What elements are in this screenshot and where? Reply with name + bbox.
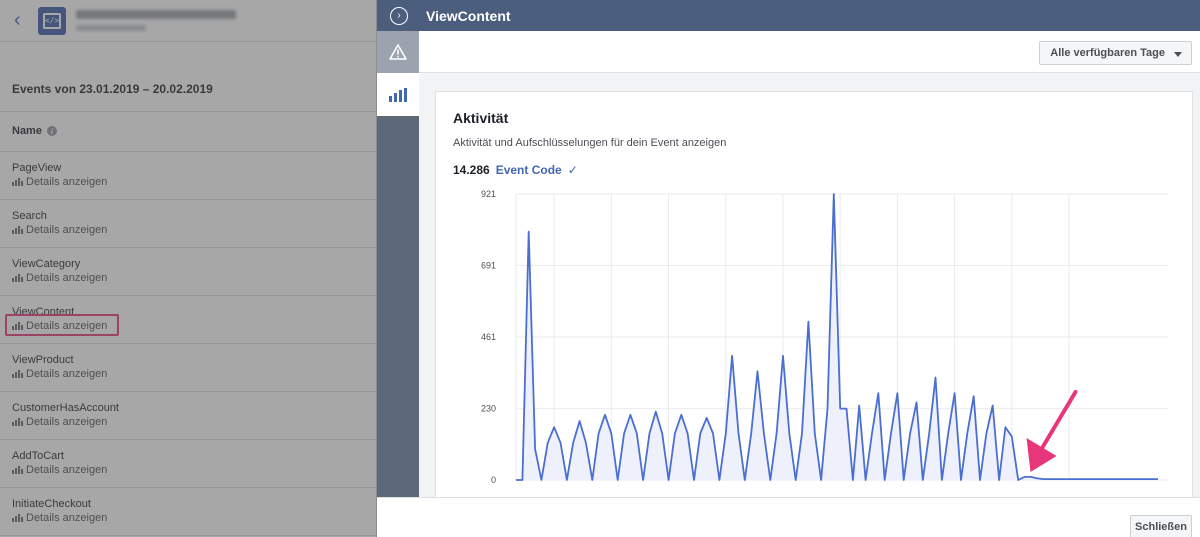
- event-name: InitiateCheckout: [12, 498, 91, 510]
- rail-warning-tab[interactable]: [377, 31, 419, 73]
- event-count: 14.286: [453, 163, 490, 177]
- back-chevron-icon[interactable]: ‹: [14, 9, 21, 31]
- detail-header: › ViewContent: [377, 0, 1200, 31]
- activity-chart-svg: 0230461691921Jan 23Jan 25Jan 28Jan 31Feb…: [481, 189, 1168, 506]
- mini-bar-chart-icon: [12, 418, 23, 426]
- mini-bar-chart-icon: [12, 178, 23, 186]
- page-title: ViewContent: [426, 7, 511, 24]
- event-name: ViewProduct: [12, 354, 74, 366]
- annotation-arrow-shaft: [1036, 390, 1078, 456]
- y-tick-label: 0: [491, 475, 496, 485]
- footer: Schließen: [377, 497, 1200, 537]
- event-name: ViewCategory: [12, 258, 81, 270]
- event-list-item[interactable]: AddToCart Details anzeigen: [0, 440, 376, 488]
- event-list-item[interactable]: Search Details anzeigen: [0, 200, 376, 248]
- details-link[interactable]: Details anzeigen: [12, 224, 376, 236]
- collapse-circle-icon[interactable]: ›: [390, 6, 408, 25]
- details-link[interactable]: Details anzeigen: [12, 272, 376, 284]
- y-tick-label: 921: [481, 189, 496, 199]
- panel-header: ‹ </>: [0, 0, 376, 42]
- y-tick-label: 461: [481, 332, 496, 342]
- side-rail: [377, 31, 419, 497]
- bar-chart-icon: [389, 87, 407, 102]
- events-date-range: Events von 23.01.2019 – 20.02.2019: [12, 82, 213, 96]
- mini-bar-chart-icon: [12, 370, 23, 378]
- details-link[interactable]: Details anzeigen: [12, 176, 376, 188]
- event-metric: 14.286 Event Code ✓: [453, 163, 578, 177]
- details-link[interactable]: Details anzeigen: [12, 416, 376, 428]
- check-icon: ✓: [567, 163, 578, 177]
- event-list-item[interactable]: PageView Details anzeigen: [0, 152, 376, 200]
- event-name: Search: [12, 210, 47, 222]
- info-icon[interactable]: i: [46, 126, 57, 136]
- event-list-item[interactable]: CustomerHasAccount Details anzeigen: [0, 392, 376, 440]
- event-name: CustomerHasAccount: [12, 402, 119, 414]
- annotation-arrow-head: [1026, 438, 1057, 472]
- mini-bar-chart-icon: [12, 226, 23, 234]
- card-title: Aktivität: [453, 110, 509, 126]
- event-list-item[interactable]: ViewProduct Details anzeigen: [0, 344, 376, 392]
- activity-card: Aktivität Aktivität und Aufschlüsselunge…: [435, 91, 1194, 506]
- rail-activity-tab[interactable]: [377, 73, 419, 116]
- event-name: AddToCart: [12, 450, 64, 462]
- name-column-header: Name i: [12, 125, 57, 137]
- card-subtitle: Aktivität und Aufschlüsselungen für dein…: [453, 137, 727, 149]
- highlight-box: [5, 314, 119, 336]
- mini-bar-chart-icon: [12, 514, 23, 522]
- blurred-pixel-name: [76, 10, 236, 31]
- y-tick-label: 230: [481, 404, 496, 414]
- event-metric-selector[interactable]: Event Code: [495, 163, 562, 177]
- pixel-code-icon: </>: [38, 6, 66, 35]
- date-range-dropdown[interactable]: Alle verfügbaren Tage: [1039, 41, 1192, 65]
- warning-icon: [389, 44, 407, 60]
- activity-chart: 0230461691921Jan 23Jan 25Jan 28Jan 31Feb…: [436, 184, 1194, 506]
- mini-bar-chart-icon: [12, 274, 23, 282]
- main-content: Alle verfügbaren Tage Aktivität Aktivitä…: [419, 31, 1200, 506]
- close-button[interactable]: Schließen: [1130, 515, 1192, 537]
- event-list-item[interactable]: ViewCategory Details anzeigen: [0, 248, 376, 296]
- details-link[interactable]: Details anzeigen: [12, 368, 376, 380]
- event-list-item[interactable]: InitiateCheckout Details anzeigen: [0, 488, 376, 536]
- series-line: [516, 193, 1158, 481]
- y-tick-label: 691: [481, 260, 496, 270]
- mini-bar-chart-icon: [12, 466, 23, 474]
- caret-down-icon: [1174, 52, 1182, 57]
- event-list-panel: ‹ </> Events von 23.01.2019 – 20.02.2019…: [0, 0, 377, 537]
- toolbar: Alle verfügbaren Tage: [419, 31, 1200, 73]
- series-area: [516, 194, 1158, 480]
- event-name: PageView: [12, 162, 62, 174]
- details-link[interactable]: Details anzeigen: [12, 464, 376, 476]
- details-link[interactable]: Details anzeigen: [12, 512, 376, 524]
